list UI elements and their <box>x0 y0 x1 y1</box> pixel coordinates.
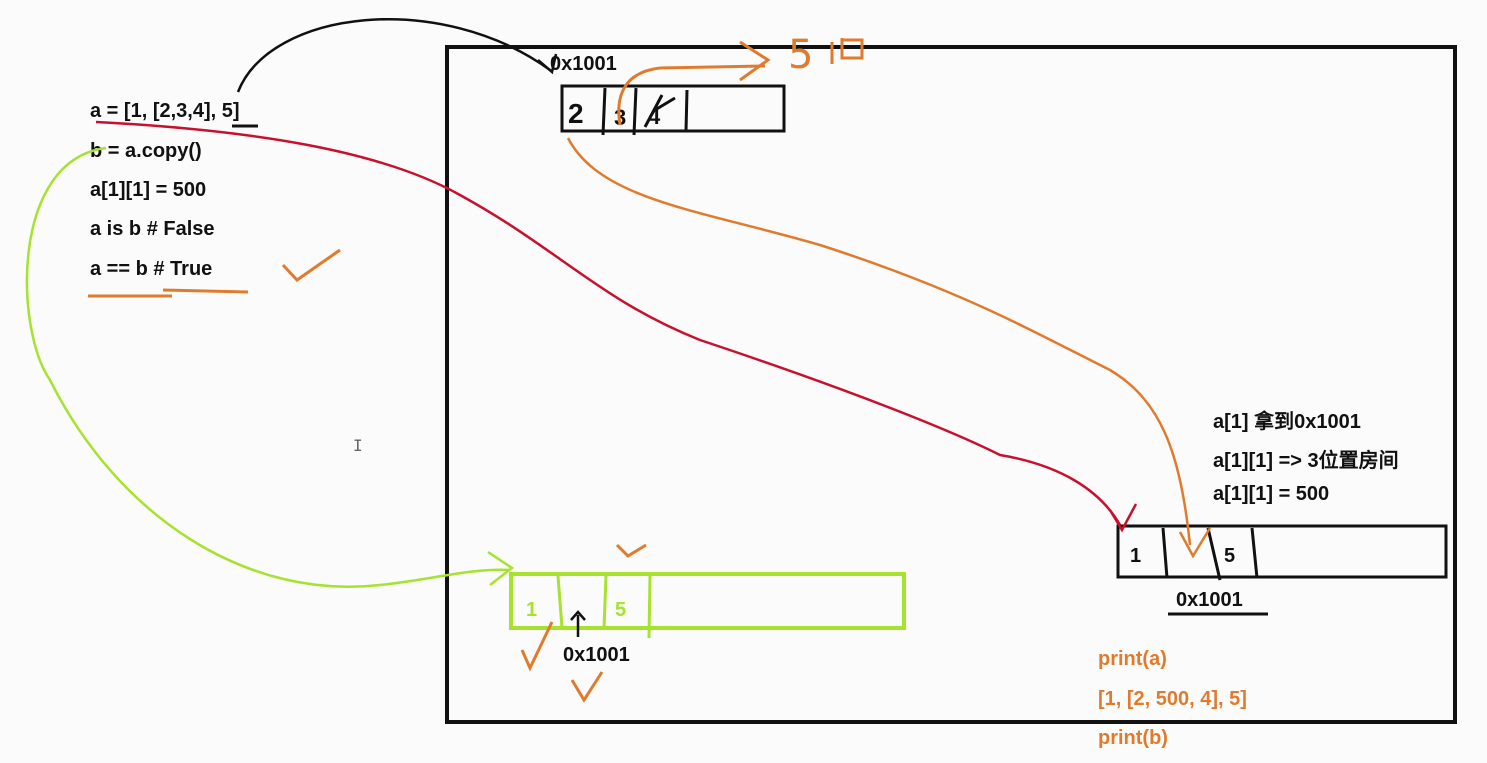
list-a-cell-0: 1 <box>1130 545 1141 567</box>
arrow-head-orange-top <box>739 40 771 82</box>
note-assign-500: a[1][1] = 500 <box>1213 483 1330 505</box>
list-a-address: 0x1001 <box>1176 589 1243 611</box>
output-result-a: [1, [2, 500, 4], 5] <box>1098 688 1247 710</box>
list-b-address: 0x1001 <box>563 644 630 666</box>
arrow-orange-inner-to-a <box>566 137 1192 546</box>
handwritten-scribble <box>830 38 864 64</box>
check-icon-address <box>570 671 604 703</box>
list-b-box <box>509 572 906 639</box>
list-a-box <box>1116 524 1448 581</box>
arrow-head-orange <box>1178 527 1212 559</box>
list-b-cell-0: 1 <box>526 599 537 621</box>
arrow-red-a-to-list <box>95 120 1122 526</box>
list-a-cell-2: 5 <box>1224 545 1235 567</box>
strike-mark <box>643 94 676 128</box>
note-index-room: a[1][1] => 3位置房间 <box>1213 450 1399 472</box>
arrow-head-green <box>487 550 515 586</box>
arrow-orange-top <box>617 64 766 126</box>
code-line-list-assign: a = [1, [2,3,4], 5] <box>90 100 240 122</box>
code-line-eq-check: a == b # True <box>90 258 213 280</box>
arrow-head-black <box>537 53 558 75</box>
output-print-a: print(a) <box>1098 648 1167 670</box>
inner-list-address: 0x1001 <box>550 53 617 75</box>
check-icon-list-b-top <box>615 543 647 558</box>
text-cursor-icon: I <box>353 436 363 455</box>
memory-frame <box>445 45 1457 724</box>
inner-cell-0: 2 <box>568 98 584 129</box>
inner-cell-2: 4 <box>648 104 661 129</box>
inner-list-box <box>560 84 786 136</box>
arrow-head-red <box>1108 503 1138 533</box>
list-b-up-arrow <box>570 610 586 637</box>
underline-b <box>162 288 249 294</box>
code-line-nested-assign: a[1][1] = 500 <box>90 179 207 201</box>
handwritten-five: 5 <box>788 32 813 78</box>
check-icon-list-b-cell <box>520 621 554 672</box>
code-line-is-check: a is b # False <box>90 218 215 240</box>
list-b-cell-2: 5 <box>615 599 626 621</box>
output-print-b: print(b) <box>1098 727 1168 749</box>
note-address-fetch: a[1] 拿到0x1001 <box>1213 411 1361 433</box>
arrow-green-b-to-list <box>25 146 511 588</box>
arrow-to-inner-list <box>236 18 551 93</box>
check-icon-equal <box>281 248 341 282</box>
